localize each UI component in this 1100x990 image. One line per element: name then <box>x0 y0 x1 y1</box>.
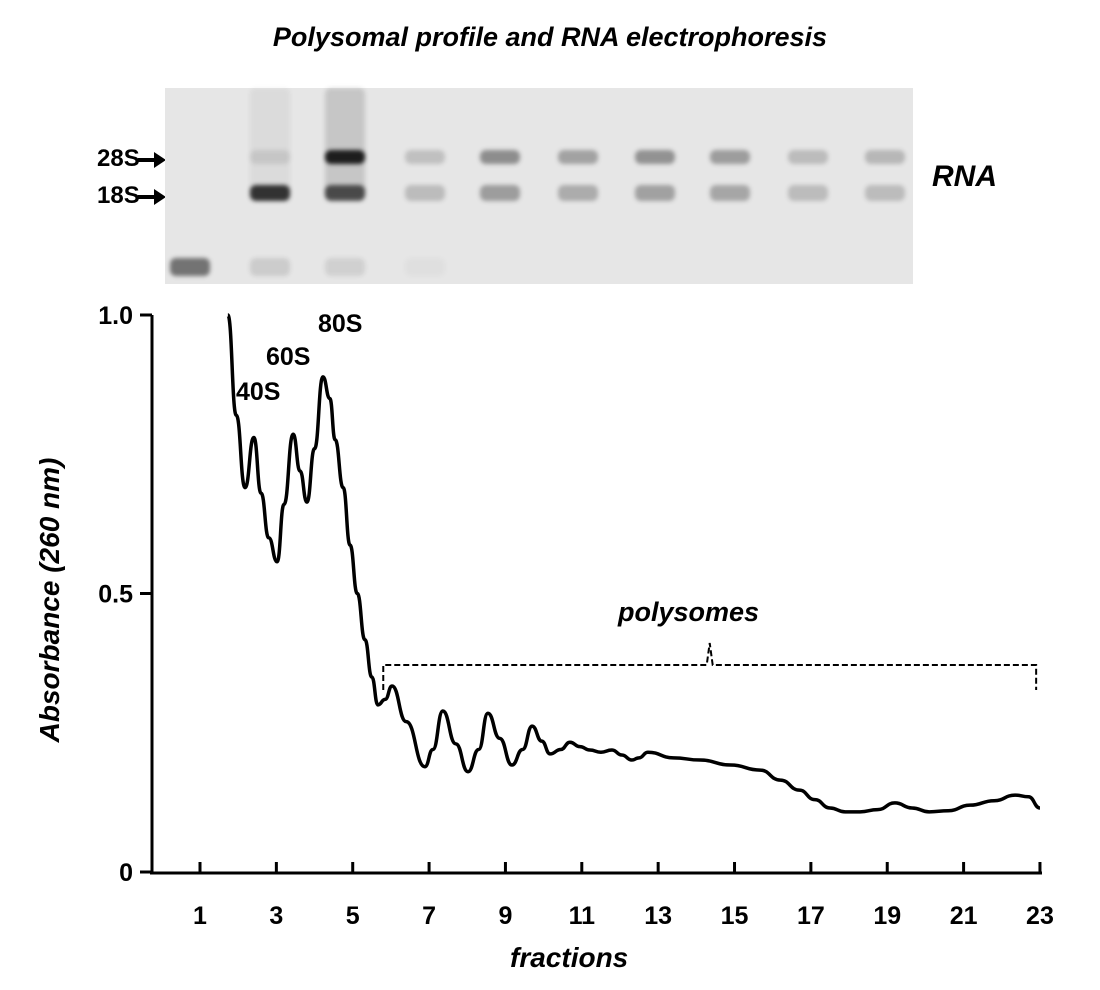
y-tick-label: 1.0 <box>98 302 133 330</box>
band-28s <box>788 150 828 164</box>
band-28s <box>635 150 675 164</box>
x-tick-label: 7 <box>422 902 436 930</box>
band-low <box>325 258 365 276</box>
band-28s <box>710 150 750 164</box>
gel-lane <box>250 88 290 284</box>
gel-lane <box>405 88 445 284</box>
band-18s <box>710 185 750 201</box>
gel-lane <box>325 88 365 284</box>
rna-gel-image <box>165 88 913 284</box>
gel-side-label: RNA <box>932 160 997 193</box>
band-18s <box>325 185 365 201</box>
gel-lane <box>635 88 675 284</box>
gel-lane <box>865 88 905 284</box>
marker-18s-arrow-icon <box>138 189 166 205</box>
band-28s <box>250 150 290 164</box>
figure-title: Polysomal profile and RNA electrophoresi… <box>272 22 828 52</box>
x-tick-label: 15 <box>721 902 749 930</box>
marker-18s-label: 18S <box>97 182 140 209</box>
x-tick-label: 13 <box>644 902 672 930</box>
gel-smear <box>325 88 365 198</box>
band-low <box>170 258 210 276</box>
band-28s <box>325 150 365 164</box>
marker-28s-label: 28S <box>97 145 140 172</box>
x-tick-label: 9 <box>498 902 512 930</box>
y-tick-label: 0.5 <box>98 581 133 609</box>
band-28s <box>405 150 445 164</box>
band-18s <box>865 185 905 201</box>
band-18s <box>480 185 520 201</box>
x-tick-label: 21 <box>950 902 978 930</box>
x-tick-label: 3 <box>269 902 283 930</box>
band-28s <box>558 150 598 164</box>
y-axis-label: Absorbance (260 nm) <box>34 457 65 743</box>
x-tick-label: 11 <box>569 902 596 930</box>
band-18s <box>558 185 598 201</box>
gel-smear <box>250 88 290 198</box>
peak-label-60s: 60S <box>266 343 311 371</box>
band-18s <box>405 185 445 201</box>
absorbance-profile-line <box>226 313 1041 814</box>
band-low <box>250 258 290 276</box>
gel-lane <box>710 88 750 284</box>
peak-label-40s: 40S <box>236 378 281 406</box>
gel-lane <box>480 88 520 284</box>
marker-28s-arrow-icon <box>138 152 166 168</box>
x-axis-label: fractions <box>510 942 629 973</box>
x-tick-label: 19 <box>873 902 901 930</box>
x-tick-label: 17 <box>797 902 825 930</box>
x-tick-label: 23 <box>1026 902 1054 930</box>
band-18s <box>635 185 675 201</box>
gel-lane <box>788 88 828 284</box>
band-18s <box>788 185 828 201</box>
polysomes-bracket <box>382 642 1038 690</box>
polysomes-label: polysomes <box>618 597 760 627</box>
y-tick-label: 0 <box>119 859 133 887</box>
x-tick-label: 5 <box>346 902 360 930</box>
band-18s <box>250 185 290 201</box>
x-tick-label: 1 <box>193 902 207 930</box>
peak-label-80s: 80S <box>318 310 363 338</box>
gel-lane <box>170 88 210 284</box>
band-28s <box>480 150 520 164</box>
gel-lane <box>558 88 598 284</box>
band-28s <box>865 150 905 164</box>
